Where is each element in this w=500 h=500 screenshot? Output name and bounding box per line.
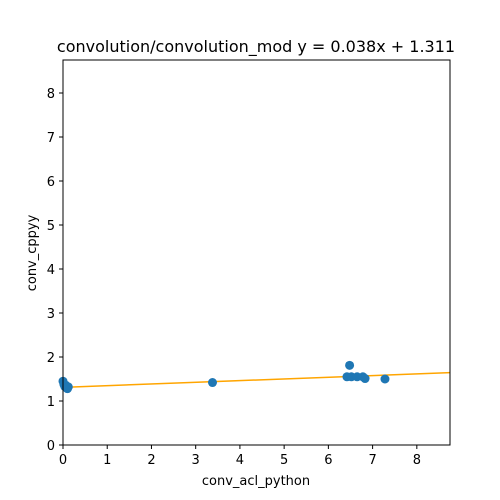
y-tick-label-6: 6 — [47, 175, 55, 190]
x-tick-label-1: 1 — [103, 453, 111, 468]
y-tick-label-0: 0 — [47, 439, 55, 454]
y-tick-label-2: 2 — [47, 351, 55, 366]
plot-frame — [62, 59, 451, 446]
y-tick-label-7: 7 — [47, 131, 55, 146]
y-tick-label-8: 8 — [47, 87, 55, 102]
x-tick-label-5: 5 — [280, 453, 288, 468]
x-tick-label-6: 6 — [324, 453, 332, 468]
x-tick-label-8: 8 — [413, 453, 421, 468]
data-point-7 — [207, 378, 217, 388]
x-tick-label-2: 2 — [147, 453, 155, 468]
data-point-14 — [380, 374, 390, 384]
x-tick-label-4: 4 — [236, 453, 244, 468]
x-tick-label-7: 7 — [368, 453, 376, 468]
y-tick-label-1: 1 — [47, 395, 55, 410]
y-tick-label-5: 5 — [47, 219, 55, 234]
axis-ticks: 0 1 2 3 4 5 6 7 8 0 1 2 3 4 5 6 7 8 — [47, 87, 421, 468]
y-axis-label: conv_cppyy — [25, 214, 40, 291]
x-axis-label: conv_acl_python — [202, 474, 310, 489]
plot-area — [58, 59, 451, 446]
data-point-13 — [360, 374, 370, 384]
x-tick-label-0: 0 — [59, 453, 67, 468]
y-tick-label-4: 4 — [47, 263, 55, 278]
y-tick-label-3: 3 — [47, 307, 55, 322]
data-point-9 — [345, 360, 355, 370]
data-point-6 — [63, 382, 73, 392]
x-tick-label-3: 3 — [192, 453, 200, 468]
chart-title: convolution/convolution_mod y = 0.038x +… — [57, 37, 455, 57]
